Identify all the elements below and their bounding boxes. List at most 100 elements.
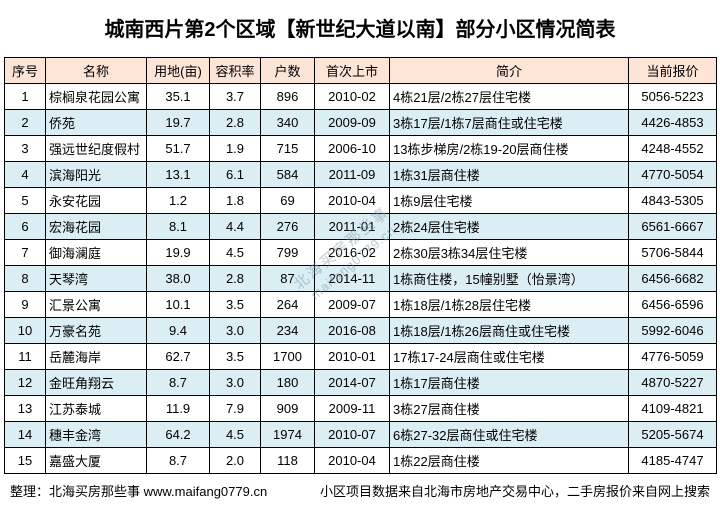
table-cell: 2010-07 bbox=[314, 421, 390, 448]
table-cell: 8.7 bbox=[146, 369, 210, 396]
table-cell: 2.8 bbox=[209, 109, 261, 136]
table-cell: 10 bbox=[4, 317, 46, 344]
table-cell: 2009-07 bbox=[314, 291, 390, 318]
table-cell: 4109-4821 bbox=[628, 395, 717, 422]
table-row: 10 万豪名苑 9.4 3.0 234 2016-08 1栋18层/1栋26层商住或住宅楼 5… bbox=[4, 317, 717, 344]
table-row: 12 金旺角翔云 8.7 3.0 180 2014-07 1栋17层商住楼 4870-5227 bbox=[4, 369, 717, 396]
table-cell: 2009-09 bbox=[314, 109, 390, 136]
table-cell: 棕榈泉花园公寓 bbox=[45, 83, 147, 110]
table-cell: 13 bbox=[4, 395, 46, 422]
table-cell: 264 bbox=[260, 291, 315, 318]
table-cell: 3.0 bbox=[209, 317, 261, 344]
table-cell: 2011-01 bbox=[314, 213, 390, 240]
table-cell: 9 bbox=[4, 291, 46, 318]
table-cell: 3.5 bbox=[209, 291, 261, 318]
table-cell: 4 bbox=[4, 161, 46, 188]
table-cell: 35.1 bbox=[146, 83, 210, 110]
table-cell: 19.9 bbox=[146, 239, 210, 266]
table-cell: 1栋22层商住楼 bbox=[389, 447, 629, 474]
table-cell: 38.0 bbox=[146, 265, 210, 292]
table-cell: 799 bbox=[260, 239, 315, 266]
table-cell: 909 bbox=[260, 395, 315, 422]
table-cell: 10.1 bbox=[146, 291, 210, 318]
table-cell: 340 bbox=[260, 109, 315, 136]
table-cell: 2010-04 bbox=[314, 187, 390, 214]
column-header: 容积率 bbox=[209, 57, 261, 84]
table-cell: 1栋31层商住楼 bbox=[389, 161, 629, 188]
column-header: 首次上市 bbox=[314, 57, 390, 84]
table-cell: 金旺角翔云 bbox=[45, 369, 147, 396]
table-cell: 11 bbox=[4, 343, 46, 370]
table-cell: 3栋17层/1栋7层商住或住宅楼 bbox=[389, 109, 629, 136]
table-cell: 汇景公寓 bbox=[45, 291, 147, 318]
table-cell: 岳麓海岸 bbox=[45, 343, 147, 370]
table-cell: 4.5 bbox=[209, 239, 261, 266]
table-body: 1 棕榈泉花园公寓 35.1 3.7 896 2010-02 4栋21层/2栋27层住宅楼 5… bbox=[4, 83, 717, 474]
table-cell: 4770-5054 bbox=[628, 161, 717, 188]
table-row: 1 棕榈泉花园公寓 35.1 3.7 896 2010-02 4栋21层/2栋27层住宅楼 5… bbox=[4, 83, 717, 110]
column-header: 序号 bbox=[4, 57, 46, 84]
table-cell: 584 bbox=[260, 161, 315, 188]
table-cell: 64.2 bbox=[146, 421, 210, 448]
table-row: 8 天琴湾 38.0 2.8 87 2014-11 1栋商住楼，15幢别墅（怡景湾） 6456… bbox=[4, 265, 717, 292]
table-cell: 2栋30层3栋34层住宅楼 bbox=[389, 239, 629, 266]
table-cell: 穗丰金湾 bbox=[45, 421, 147, 448]
table-cell: 1974 bbox=[260, 421, 315, 448]
table-cell: 5056-5223 bbox=[628, 83, 717, 110]
column-header: 户数 bbox=[260, 57, 315, 84]
table-row: 9 汇景公寓 10.1 3.5 264 2009-07 1栋18层/1栋28层住宅楼 6456… bbox=[4, 291, 717, 318]
table-cell: 4776-5059 bbox=[628, 343, 717, 370]
table-cell: 234 bbox=[260, 317, 315, 344]
table-cell: 4.5 bbox=[209, 421, 261, 448]
column-header: 名称 bbox=[45, 57, 147, 84]
table-row: 3 强远世纪度假村 51.7 1.9 715 2006-10 13栋步梯房/2栋19-20层… bbox=[4, 135, 717, 162]
table-cell: 3.5 bbox=[209, 343, 261, 370]
table-cell: 天琴湾 bbox=[45, 265, 147, 292]
table-cell: 4870-5227 bbox=[628, 369, 717, 396]
table-cell: 5992-6046 bbox=[628, 317, 717, 344]
table-cell: 1.2 bbox=[146, 187, 210, 214]
table-cell: 13栋步梯房/2栋19-20层商住楼 bbox=[389, 135, 629, 162]
table-cell: 2010-04 bbox=[314, 447, 390, 474]
table-cell: 4栋21层/2栋27层住宅楼 bbox=[389, 83, 629, 110]
table-cell: 9.4 bbox=[146, 317, 210, 344]
table-cell: 1 bbox=[4, 83, 46, 110]
table-cell: 3.0 bbox=[209, 369, 261, 396]
table-cell: 2009-11 bbox=[314, 395, 390, 422]
table-cell: 2006-10 bbox=[314, 135, 390, 162]
footer-source: 小区项目数据来自北海市房地产交易中心，二手房报价来自网上搜索 bbox=[320, 484, 711, 499]
table-cell: 8.1 bbox=[146, 213, 210, 240]
table-cell: 1栋9层住宅楼 bbox=[389, 187, 629, 214]
table-cell: 3栋27层商住楼 bbox=[389, 395, 629, 422]
table-cell: 14 bbox=[4, 421, 46, 448]
table-cell: 8.7 bbox=[146, 447, 210, 474]
page-title: 城南西片第2个区域【新世纪大道以南】部分小区情况简表 bbox=[104, 19, 616, 41]
table-cell: 6 bbox=[4, 213, 46, 240]
table-cell: 永安花园 bbox=[45, 187, 147, 214]
table-cell: 2栋24层住宅楼 bbox=[389, 213, 629, 240]
table-cell: 3.7 bbox=[209, 83, 261, 110]
table-cell: 2014-11 bbox=[314, 265, 390, 292]
table-cell: 7 bbox=[4, 239, 46, 266]
table-cell: 5 bbox=[4, 187, 46, 214]
table-cell: 御海澜庭 bbox=[45, 239, 147, 266]
table-cell: 2016-02 bbox=[314, 239, 390, 266]
table-cell: 2.8 bbox=[209, 265, 261, 292]
table-cell: 6456-6682 bbox=[628, 265, 717, 292]
column-header: 简介 bbox=[389, 57, 629, 84]
column-header: 用地(亩) bbox=[146, 57, 210, 84]
table-row: 6 宏海花园 8.1 4.4 276 2011-01 2栋24层住宅楼 6561-6667 bbox=[4, 213, 717, 240]
table-cell: 2016-08 bbox=[314, 317, 390, 344]
table-cell: 2010-01 bbox=[314, 343, 390, 370]
table-row: 5 永安花园 1.2 1.8 69 2010-04 1栋9层住宅楼 4843-5305 bbox=[4, 187, 717, 214]
table-cell: 7.9 bbox=[209, 395, 261, 422]
table-cell: 1栋17层商住楼 bbox=[389, 369, 629, 396]
table-cell: 8 bbox=[4, 265, 46, 292]
table-cell: 15 bbox=[4, 447, 46, 474]
table-cell: 69 bbox=[260, 187, 315, 214]
table-row: 13 江苏泰城 11.9 7.9 909 2009-11 3栋27层商住楼 4109-4821 bbox=[4, 395, 717, 422]
table-cell: 2010-02 bbox=[314, 83, 390, 110]
community-table: 序号 名称 用地(亩) 容积率 户数 首次上市 简介 当前报价 1 棕榈泉花园公寓 35.1 3.7… bbox=[4, 57, 717, 474]
table-cell: 2 bbox=[4, 109, 46, 136]
